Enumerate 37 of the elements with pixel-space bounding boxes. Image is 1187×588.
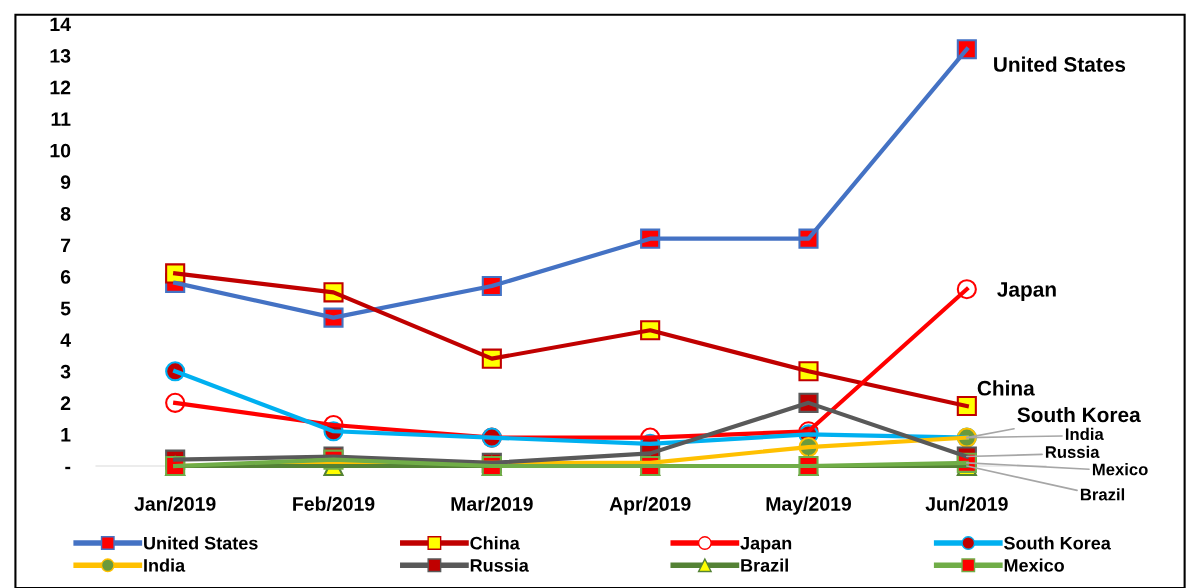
legend-label: Japan [740,536,792,554]
legend-label: India [144,558,186,572]
x-tick-label: Jan/2019 [134,496,216,512]
legend-label: United States [144,536,258,550]
legend-label: South Korea [1004,536,1111,550]
legend-label: Russia [470,558,529,572]
x-tick-label: Jun/2019 [925,496,1008,512]
x-tick-label: Mar/2019 [451,496,533,512]
y-tick-label: 3 [60,364,71,379]
y-tick-label: 9 [60,175,71,190]
legend-label: Mexico [1004,558,1064,572]
x-tick-label: May/2019 [766,496,852,515]
y-tick-label: 2 [60,396,71,410]
text: Russia [1045,445,1100,458]
legend-label: Brazil [741,558,788,572]
x-tick-label: Feb/2019 [293,496,375,512]
x-tick-label: Apr/2019 [609,496,691,515]
y-tick-label: 4 [60,333,71,347]
y-tick-label: 11 [51,112,71,126]
y-tick-label: 13 [50,49,71,63]
text: Japan [997,282,1056,301]
legend-label: China [470,536,520,550]
text: India [1065,427,1104,441]
text: China [977,380,1035,396]
y-tick-label: - [65,466,71,470]
y-tick-label: 6 [60,270,71,284]
text: Brazil [1080,488,1125,501]
text: United States [994,56,1126,72]
text: South Korea [1017,406,1141,423]
y-tick-label: 12 [50,80,71,95]
y-tick-label: 10 [50,143,71,158]
text: Mexico [1092,463,1148,476]
y-tick-label: 1 [61,428,71,442]
y-tick-label: 8 [60,206,71,221]
y-tick-label: 7 [61,238,71,253]
y-tick-label: 5 [60,301,71,316]
y-tick-label: 14 [50,17,71,32]
